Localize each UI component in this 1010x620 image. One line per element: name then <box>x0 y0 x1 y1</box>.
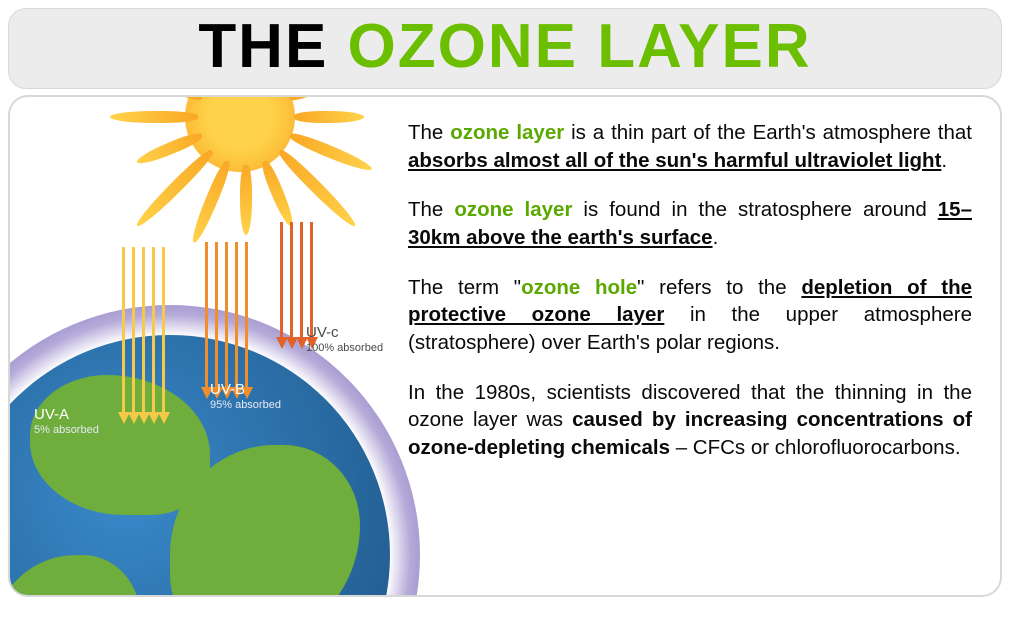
landmass <box>30 375 210 515</box>
text-run: The <box>408 121 450 144</box>
uv-ray-arrowhead <box>158 412 170 424</box>
uv-label: UV-c100% absorbed <box>306 325 383 354</box>
keyword-ozone-layer: ozone layer <box>454 198 572 221</box>
uv-ray <box>245 242 248 389</box>
uv-ray <box>122 247 125 414</box>
uv-ray <box>300 222 303 339</box>
paragraph-1: The ozone layer is a thin part of the Ea… <box>408 119 972 174</box>
uv-ray <box>205 242 208 389</box>
uv-ray <box>132 247 135 414</box>
keyword-ozone-hole: ozone hole <box>521 276 637 299</box>
text-run: . <box>713 226 719 249</box>
text-run: – CFCs or chlorofluorocarbons. <box>670 436 961 459</box>
uv-ray <box>215 242 218 389</box>
uv-name: UV-c <box>306 324 339 341</box>
sun-ray <box>240 165 252 235</box>
paragraph-2: The ozone layer is found in the stratosp… <box>408 196 972 251</box>
sun-ray <box>288 95 391 104</box>
uv-ray <box>280 222 283 339</box>
title-part-2: OZONE LAYER <box>348 12 812 81</box>
uv-pct: 95% absorbed <box>210 399 281 411</box>
text-column: The ozone layer is a thin part of the Ea… <box>390 97 1000 595</box>
uv-ray <box>152 247 155 414</box>
ozone-diagram: UV-A5% absorbed UV-B95% absorbed UV-c100% … <box>10 97 390 595</box>
text-run: is found in the stratosphere around <box>572 198 937 221</box>
keyword-ozone-layer: ozone layer <box>450 121 564 144</box>
text-run: is a thin part of the Earth's atmosphere… <box>564 121 972 144</box>
landmass <box>8 555 140 597</box>
uv-pct: 5% absorbed <box>34 424 99 436</box>
uv-ray <box>235 242 238 389</box>
text-run: . <box>941 149 947 172</box>
uv-ray <box>290 222 293 339</box>
uv-ray <box>162 247 165 414</box>
text-run: " refers to the <box>637 276 801 299</box>
text-run: The term " <box>408 276 521 299</box>
uv-label: UV-B95% absorbed <box>210 382 281 411</box>
uv-name: UV-B <box>210 381 245 398</box>
sun-ray <box>110 111 198 123</box>
uv-label: UV-A5% absorbed <box>34 407 99 436</box>
title-bar: THE OZONE LAYER <box>8 8 1002 89</box>
sun-icon <box>150 95 330 207</box>
emphasis-underline: absorbs almost all of the sun's harmful … <box>408 149 941 172</box>
uv-ray <box>142 247 145 414</box>
content-panel: UV-A5% absorbed UV-B95% absorbed UV-c100% … <box>8 95 1002 597</box>
title-part-1: THE <box>198 12 347 81</box>
uv-pct: 100% absorbed <box>306 342 383 354</box>
uv-ray <box>225 242 228 389</box>
uv-name: UV-A <box>34 406 69 423</box>
text-run: The <box>408 198 454 221</box>
paragraph-4: In the 1980s, scientists discovered that… <box>408 379 972 462</box>
uv-ray <box>310 222 313 339</box>
sun-ray <box>294 111 364 123</box>
paragraph-3: The term "ozone hole" refers to the depl… <box>408 274 972 357</box>
